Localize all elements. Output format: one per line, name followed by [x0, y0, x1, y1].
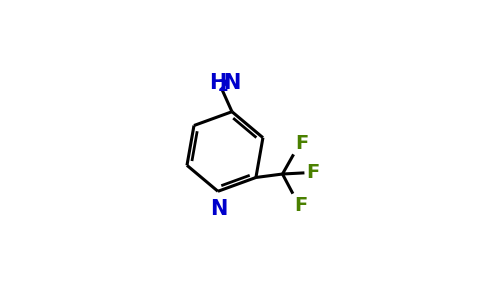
Text: F: F	[295, 134, 309, 152]
Text: H: H	[209, 73, 226, 93]
Text: 2: 2	[217, 79, 228, 94]
Text: F: F	[307, 164, 320, 182]
Text: N: N	[210, 199, 227, 219]
Text: N: N	[223, 73, 240, 93]
Text: F: F	[295, 196, 308, 214]
